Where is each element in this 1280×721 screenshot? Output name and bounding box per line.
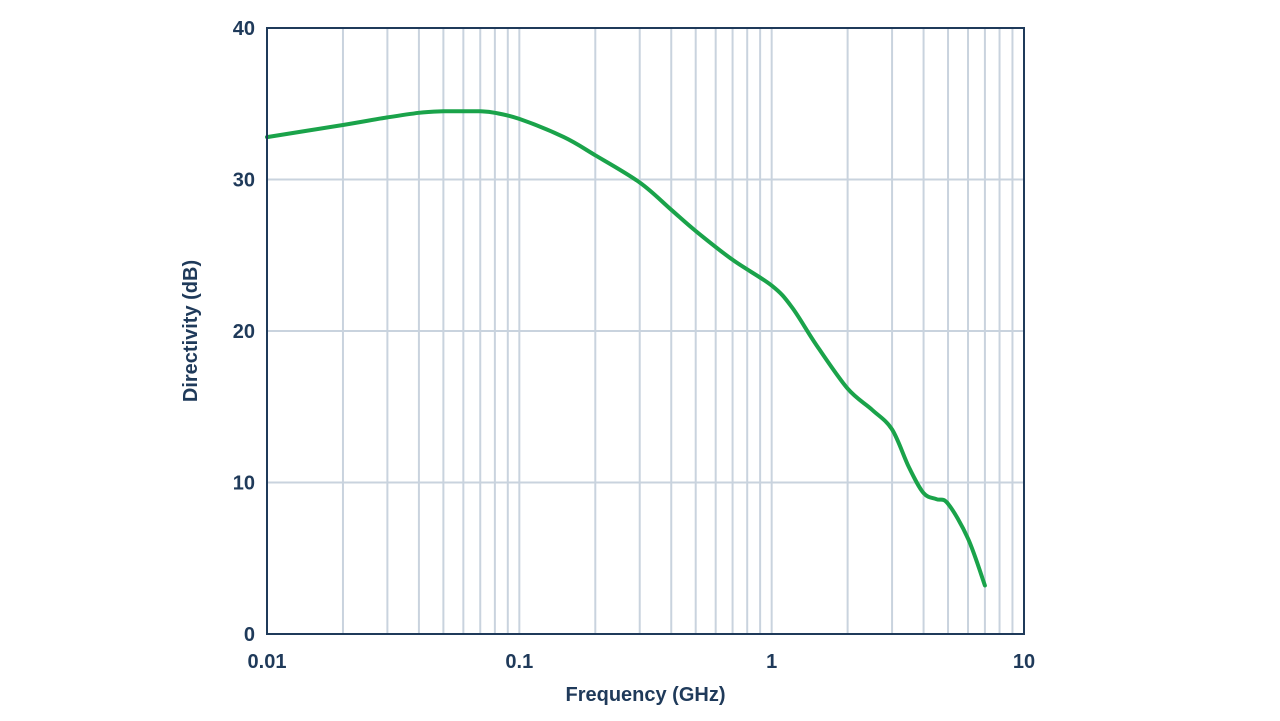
x-tick-label: 0.1: [505, 651, 533, 673]
x-tick-label: 10: [1013, 651, 1035, 673]
y-tick-label: 10: [233, 473, 255, 495]
y-tick-label: 0: [244, 624, 255, 646]
x-tick-label: 0.01: [248, 651, 287, 673]
grid: [267, 28, 1024, 634]
y-tick-label: 40: [233, 18, 255, 40]
y-tick-label: 30: [233, 170, 255, 192]
directivity-series-line: [265, 109, 987, 588]
x-axis-title: Frequency (GHz): [565, 684, 725, 706]
plot-frame: [266, 27, 1025, 635]
x-tick-label: 1: [766, 651, 777, 673]
y-tick-label: 20: [233, 321, 255, 343]
y-axis-title: Directivity (dB): [180, 260, 202, 402]
series-layer: [265, 109, 987, 588]
tick-labels: 0.01 0.1 1 10 0 10 20 30 40: [233, 18, 1035, 673]
